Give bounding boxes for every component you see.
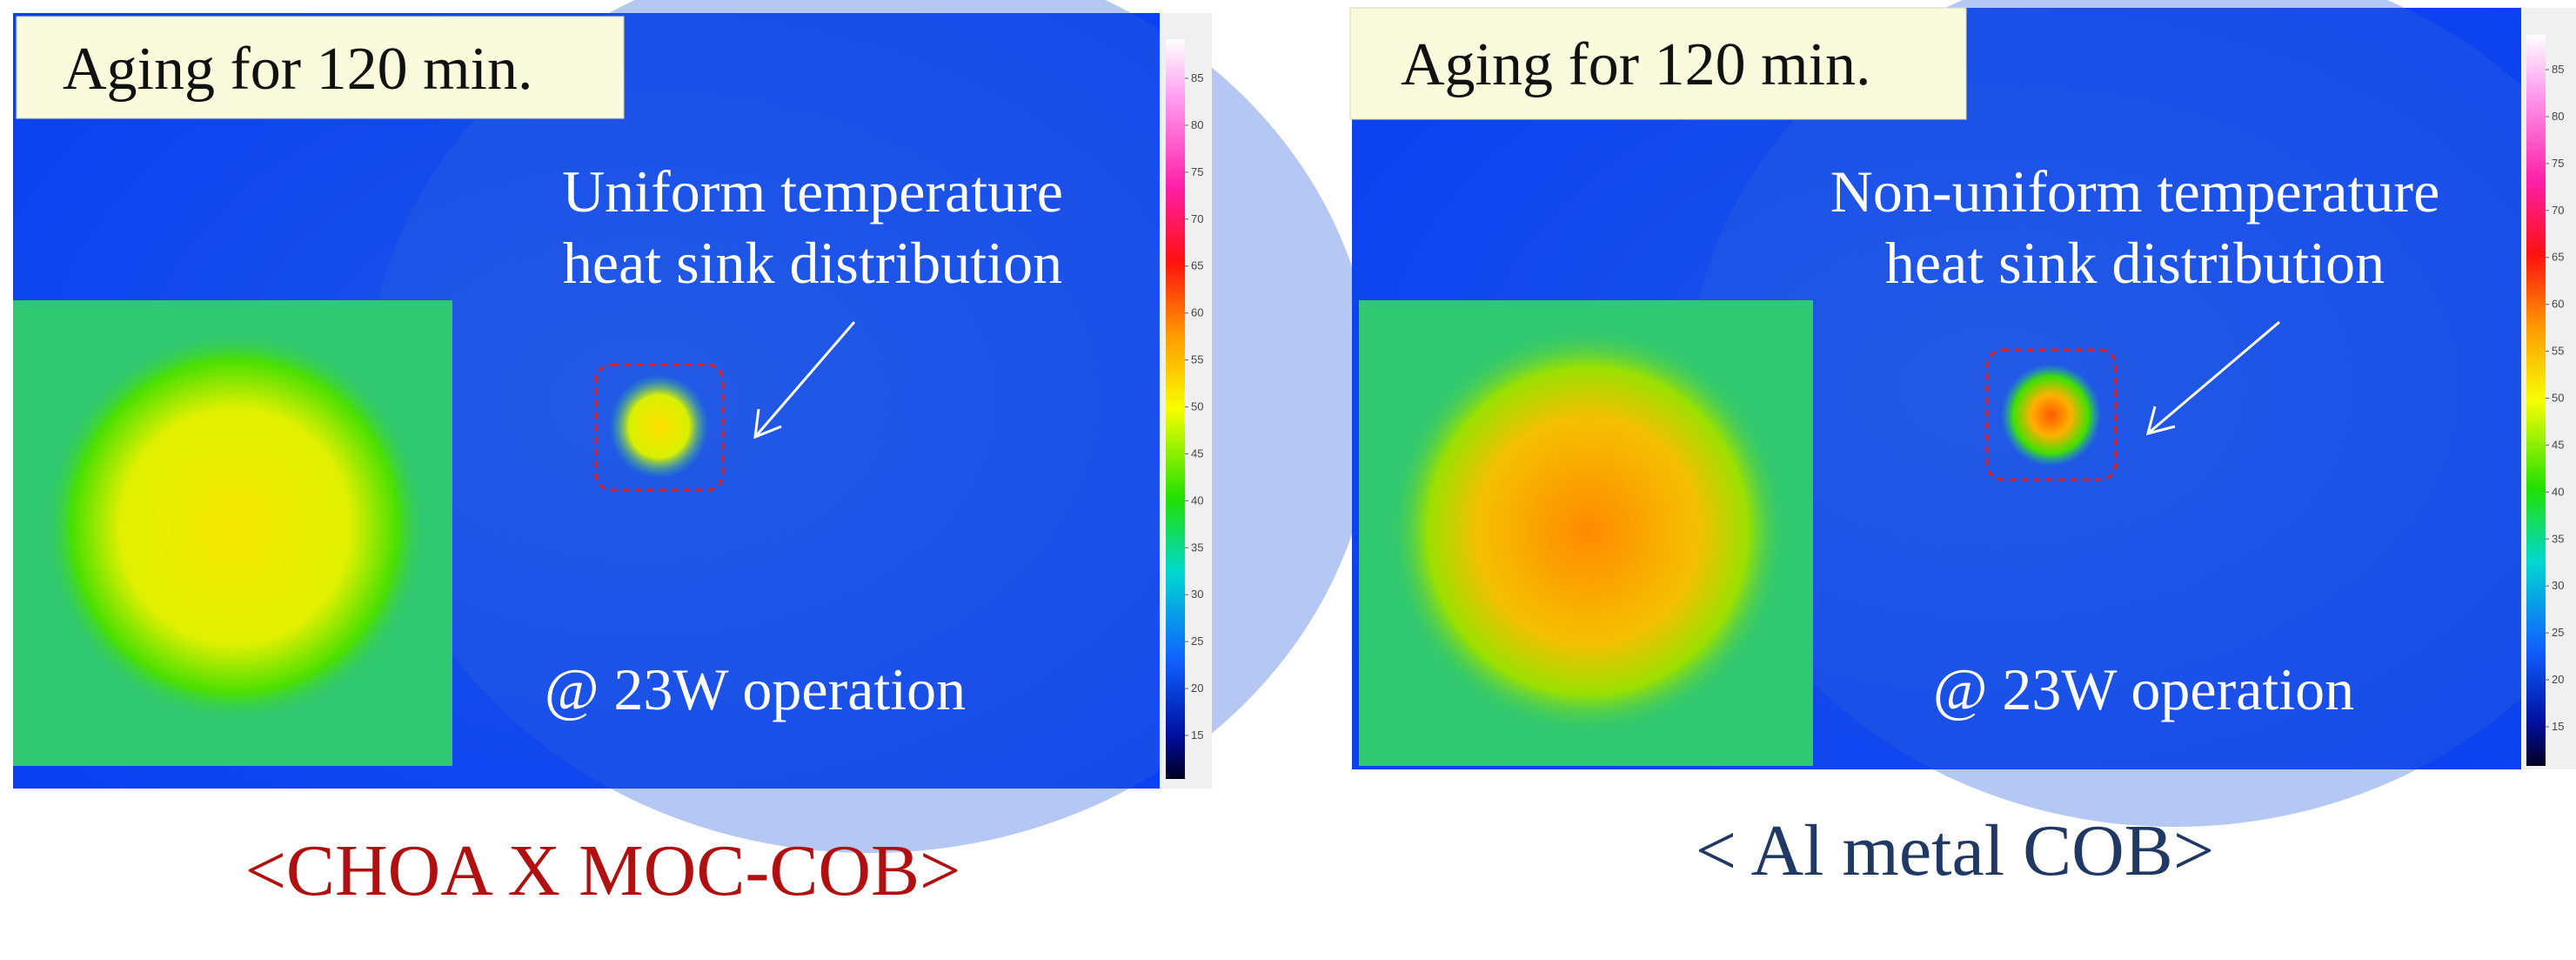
colorbar-tick-label: 20 bbox=[1191, 681, 1203, 695]
colorbar-tick-label: 75 bbox=[2552, 157, 2564, 170]
colorbar-tick-label: 55 bbox=[2552, 345, 2564, 358]
colorbar-tick-label: 65 bbox=[2552, 251, 2564, 264]
colorbar-tick-label: 15 bbox=[1191, 728, 1203, 742]
condition: @ 23W operation bbox=[1933, 656, 2354, 722]
colorbar-tick-label: 20 bbox=[2552, 673, 2564, 686]
hot-spot bbox=[1388, 326, 1788, 735]
colorbar-tick-label: 50 bbox=[1191, 400, 1203, 413]
heat-sink bbox=[1688, 0, 2576, 827]
colorbar-tick-label: 35 bbox=[2552, 532, 2564, 545]
cob-spot bbox=[2001, 364, 2101, 467]
annotation: heat sink distribution bbox=[1885, 230, 2385, 296]
label-box bbox=[1349, 7, 1967, 120]
hot-spot bbox=[43, 331, 426, 722]
colorbar-tick-label: 75 bbox=[1191, 165, 1203, 178]
colorbar-tick-label: 30 bbox=[2552, 579, 2564, 592]
arrow-head bbox=[753, 408, 782, 440]
colorbar-tick-label: 45 bbox=[1191, 446, 1203, 460]
annotation: Non-uniform temperature bbox=[1830, 158, 2440, 225]
colorbar-tick-label: 25 bbox=[2552, 626, 2564, 639]
colorbar bbox=[1166, 39, 1185, 779]
annotation: heat sink distribution bbox=[563, 230, 1062, 296]
cob-spot bbox=[609, 374, 709, 479]
colorbar-tick-label: 30 bbox=[1191, 587, 1203, 601]
colorbar-tick-label: 50 bbox=[2552, 392, 2564, 405]
highlight-box bbox=[1985, 348, 2118, 481]
colorbar-tick-label: 65 bbox=[1191, 259, 1203, 272]
label: Aging for 120 min. bbox=[1401, 31, 1871, 98]
colorbar-tick-label: 80 bbox=[2552, 110, 2564, 123]
annotation: Uniform temperature bbox=[562, 158, 1063, 225]
colorbar-tick-label: 60 bbox=[1191, 306, 1203, 319]
colorbar-tick-label: 45 bbox=[2552, 438, 2564, 451]
highlight-box bbox=[594, 363, 725, 492]
colorbar-tick-label: 70 bbox=[2552, 204, 2564, 217]
label-box bbox=[16, 16, 625, 119]
colorbar-tick-label: 85 bbox=[1191, 71, 1203, 84]
caption: <CHOA X MOC-COB> bbox=[245, 830, 961, 911]
arrow-head bbox=[2145, 406, 2176, 436]
colorbar bbox=[2526, 35, 2546, 766]
caption: < Al metal COB> bbox=[1696, 810, 2214, 891]
arrow bbox=[753, 321, 856, 438]
heat-sink bbox=[365, 0, 1375, 853]
arrow bbox=[2147, 320, 2280, 435]
colorbar-tick-label: 40 bbox=[1191, 493, 1203, 507]
colorbar-tick-label: 70 bbox=[1191, 212, 1203, 225]
colorbar-tick-label: 15 bbox=[2552, 720, 2564, 733]
colorbar-tick-label: 60 bbox=[2552, 298, 2564, 311]
colorbar-tick-label: 35 bbox=[1191, 540, 1203, 554]
colorbar-tick-label: 85 bbox=[2552, 63, 2564, 76]
colorbar-tick-label: 55 bbox=[1191, 353, 1203, 366]
condition: @ 23W operation bbox=[545, 656, 966, 722]
label: Aging for 120 min. bbox=[63, 36, 533, 103]
colorbar-tick-label: 80 bbox=[1191, 118, 1203, 131]
colorbar-tick-label: 40 bbox=[2552, 485, 2564, 498]
colorbar-tick-label: 25 bbox=[1191, 634, 1203, 648]
